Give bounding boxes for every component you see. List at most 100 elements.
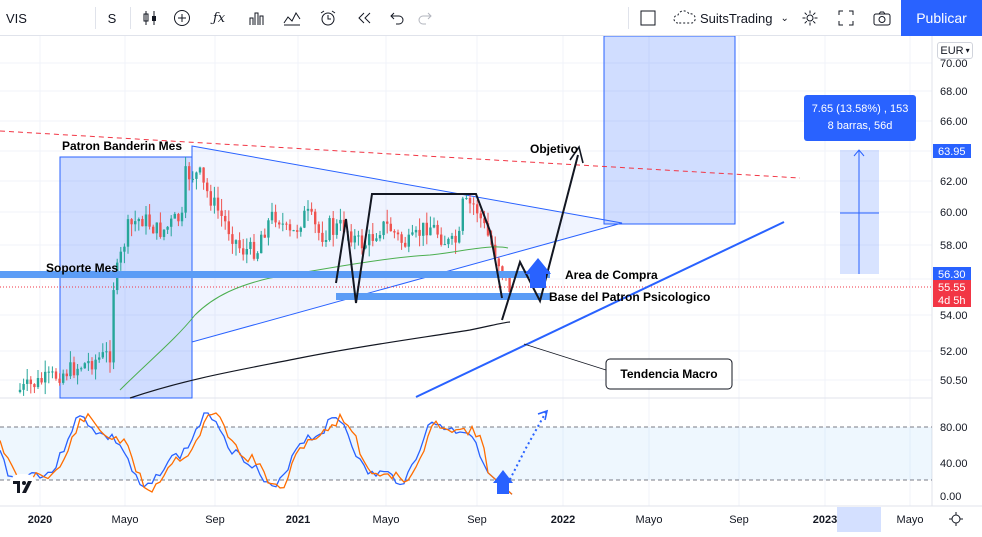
price-axis[interactable]: 70.0068.0066.0064.0062.0060.0058.0056.00… (940, 58, 968, 387)
candle-body (411, 232, 414, 235)
candle-body (231, 234, 234, 244)
candle-body (494, 244, 497, 259)
measure-info-box[interactable]: 7.65 (13.58%) , 153 8 barras, 56d (804, 95, 916, 141)
buy-arrow-osc[interactable] (493, 470, 513, 494)
candles-icon[interactable] (138, 0, 162, 36)
candle-body (202, 167, 205, 183)
tradingview-logo-icon[interactable] (8, 474, 38, 500)
target-zone-box[interactable] (603, 35, 736, 225)
candle-body (195, 172, 198, 179)
measure-line-1: 7.65 (13.58%) , 153 (811, 103, 909, 115)
chart-area[interactable]: Tendencia Macro Patron Banderin Mes Sopo… (0, 35, 982, 532)
candle-body (76, 368, 79, 376)
symbol-search[interactable]: VIS (6, 10, 27, 26)
oscillator-band (0, 427, 932, 480)
oscillator-axis[interactable]: 80.00 40.00 0.00 (940, 422, 968, 503)
price-tick: 62.00 (940, 176, 968, 188)
ma-black-line[interactable] (129, 321, 511, 399)
settings-icon[interactable] (798, 0, 822, 36)
time-tick: Sep (729, 514, 749, 526)
layout-name[interactable]: SuitsTrading ⌄ (672, 0, 792, 36)
candle-body (425, 222, 428, 236)
candle-body (267, 220, 270, 238)
time-axis-settings-icon[interactable] (949, 512, 963, 526)
flag-label[interactable]: Patron Banderin Mes (62, 139, 182, 153)
candle-body (245, 248, 248, 255)
bar-chart-icon[interactable] (244, 0, 268, 36)
candle-body (328, 218, 331, 241)
candle-body (166, 226, 169, 230)
candle-body (206, 182, 209, 192)
price-badge (933, 144, 971, 158)
osc-projection[interactable] (502, 411, 547, 494)
alert-icon[interactable] (316, 0, 340, 36)
candle-body (155, 222, 158, 234)
candle-body (501, 266, 504, 276)
candle-body (141, 218, 144, 227)
candle-body (234, 240, 238, 244)
candle-body (465, 198, 468, 200)
support-label[interactable]: Soporte Mes (46, 261, 118, 275)
resistance-trendline[interactable] (0, 130, 801, 179)
redo-icon[interactable] (414, 0, 436, 36)
candle-body (306, 208, 310, 211)
candle-body (26, 379, 29, 384)
candle-body (44, 371, 47, 383)
interval-button[interactable]: S (107, 10, 117, 26)
candle-body (62, 373, 65, 383)
stoch-d-line[interactable] (0, 412, 513, 495)
candle-body (335, 223, 338, 235)
publish-button[interactable]: Publicar (901, 0, 982, 36)
chevron-down-icon: ⌄ (780, 12, 789, 24)
fullscreen-icon[interactable] (834, 0, 858, 36)
candle-body (404, 242, 407, 247)
candle-body (440, 234, 443, 245)
template-icon[interactable] (280, 0, 304, 36)
time-axis[interactable]: 2020 Mayo Sep 2021 Mayo Sep 2022 Mayo Sep 2023 May… (28, 514, 924, 526)
buy-area-label[interactable]: Area de Compra (565, 268, 658, 282)
candle-body (303, 210, 306, 228)
fx-icon[interactable]: ƒx (212, 10, 226, 26)
buy-arrow-price[interactable] (525, 258, 551, 288)
add-indicator-icon[interactable] (170, 0, 194, 36)
replay-icon[interactable] (352, 0, 376, 36)
layout-square-icon[interactable] (636, 0, 660, 36)
candle-body (33, 384, 36, 388)
candle-body (126, 219, 130, 247)
candle-body (159, 222, 162, 237)
base-band[interactable] (336, 293, 550, 300)
candle-body (468, 198, 472, 204)
currency-selector[interactable]: EUR ▾ (937, 42, 973, 59)
candle-body (508, 275, 511, 293)
candle-body (105, 351, 108, 353)
time-tick: Mayo (897, 514, 924, 526)
candle-body (36, 378, 40, 388)
candle-body (90, 361, 94, 370)
candle-body (432, 224, 436, 228)
toolbar-divider (628, 7, 629, 29)
target-label[interactable]: Objetivo (530, 142, 578, 156)
chevron-down-icon: ▾ (965, 46, 970, 55)
price-tick: 50.50 (940, 375, 968, 387)
candle-body (393, 231, 396, 233)
candle-body (461, 198, 464, 231)
candle-body (242, 248, 245, 255)
pennant-triangle[interactable] (191, 145, 623, 343)
candle-body (180, 212, 184, 222)
candle-body (65, 373, 68, 377)
chart-canvas[interactable]: Tendencia Macro Patron Banderin Mes Sopo… (0, 35, 982, 532)
macro-trendline[interactable] (415, 221, 785, 398)
undo-icon[interactable] (386, 0, 408, 36)
candle-body (386, 221, 389, 224)
candle-body (497, 258, 500, 267)
support-band[interactable] (0, 271, 550, 278)
camera-icon[interactable] (870, 0, 894, 36)
w-pattern-path[interactable] (335, 193, 503, 304)
base-label[interactable]: Base del Patron Psicologico (549, 290, 710, 304)
macro-callout-box[interactable] (605, 358, 733, 390)
candle-body (238, 240, 241, 249)
candle-body (209, 191, 212, 206)
cloud-icon (673, 10, 696, 24)
candle-body (407, 234, 410, 247)
oscillator-tick: 40.00 (940, 458, 968, 470)
